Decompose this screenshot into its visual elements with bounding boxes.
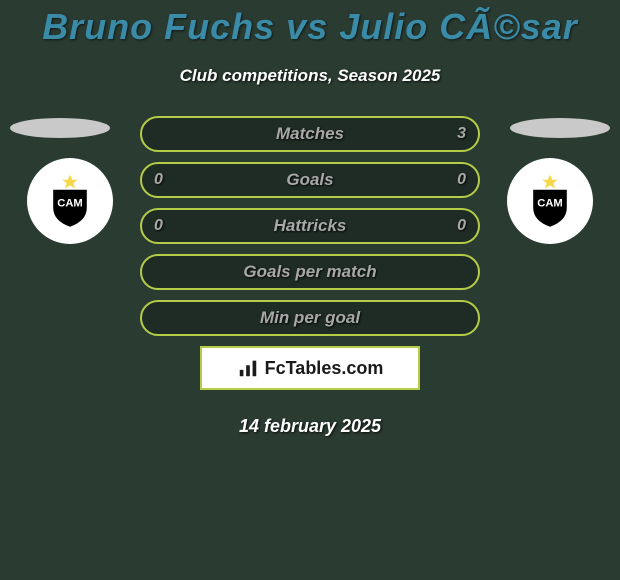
stat-row: 0 Hattricks 0 xyxy=(140,208,480,244)
page-title: Bruno Fuchs vs Julio CÃ©sar xyxy=(0,0,620,48)
stat-label: Goals per match xyxy=(243,262,376,282)
stat-label: Min per goal xyxy=(260,308,360,328)
date-text: 14 february 2025 xyxy=(0,416,620,437)
stat-right-value: 0 xyxy=(457,217,466,235)
stat-label: Goals xyxy=(286,170,333,190)
shelf-left xyxy=(10,118,110,138)
stat-row: Matches 3 xyxy=(140,116,480,152)
stat-right-value: 0 xyxy=(457,171,466,189)
stat-row: 0 Goals 0 xyxy=(140,162,480,198)
svg-text:CAM: CAM xyxy=(57,198,82,210)
player-crest-right: CAM xyxy=(507,158,593,244)
stat-left-value: 0 xyxy=(154,217,163,235)
stat-label: Hattricks xyxy=(274,216,347,236)
stat-right-value: 3 xyxy=(457,125,466,143)
bar-chart-icon xyxy=(237,357,259,379)
club-shield-icon: CAM xyxy=(42,173,98,229)
brand-box: FcTables.com xyxy=(200,346,420,390)
stat-left-value: 0 xyxy=(154,171,163,189)
brand-text: FcTables.com xyxy=(265,358,384,379)
player-crest-left: CAM xyxy=(27,158,113,244)
shelf-right xyxy=(510,118,610,138)
subtitle: Club competitions, Season 2025 xyxy=(0,66,620,86)
stat-row: Goals per match xyxy=(140,254,480,290)
comparison-panel: CAM CAM Matches 3 0 Goals 0 0 Hattricks … xyxy=(0,116,620,437)
stat-row: Min per goal xyxy=(140,300,480,336)
stat-label: Matches xyxy=(276,124,344,144)
club-shield-icon: CAM xyxy=(522,173,578,229)
svg-text:CAM: CAM xyxy=(537,198,562,210)
stats-rows: Matches 3 0 Goals 0 0 Hattricks 0 Goals … xyxy=(140,116,480,336)
